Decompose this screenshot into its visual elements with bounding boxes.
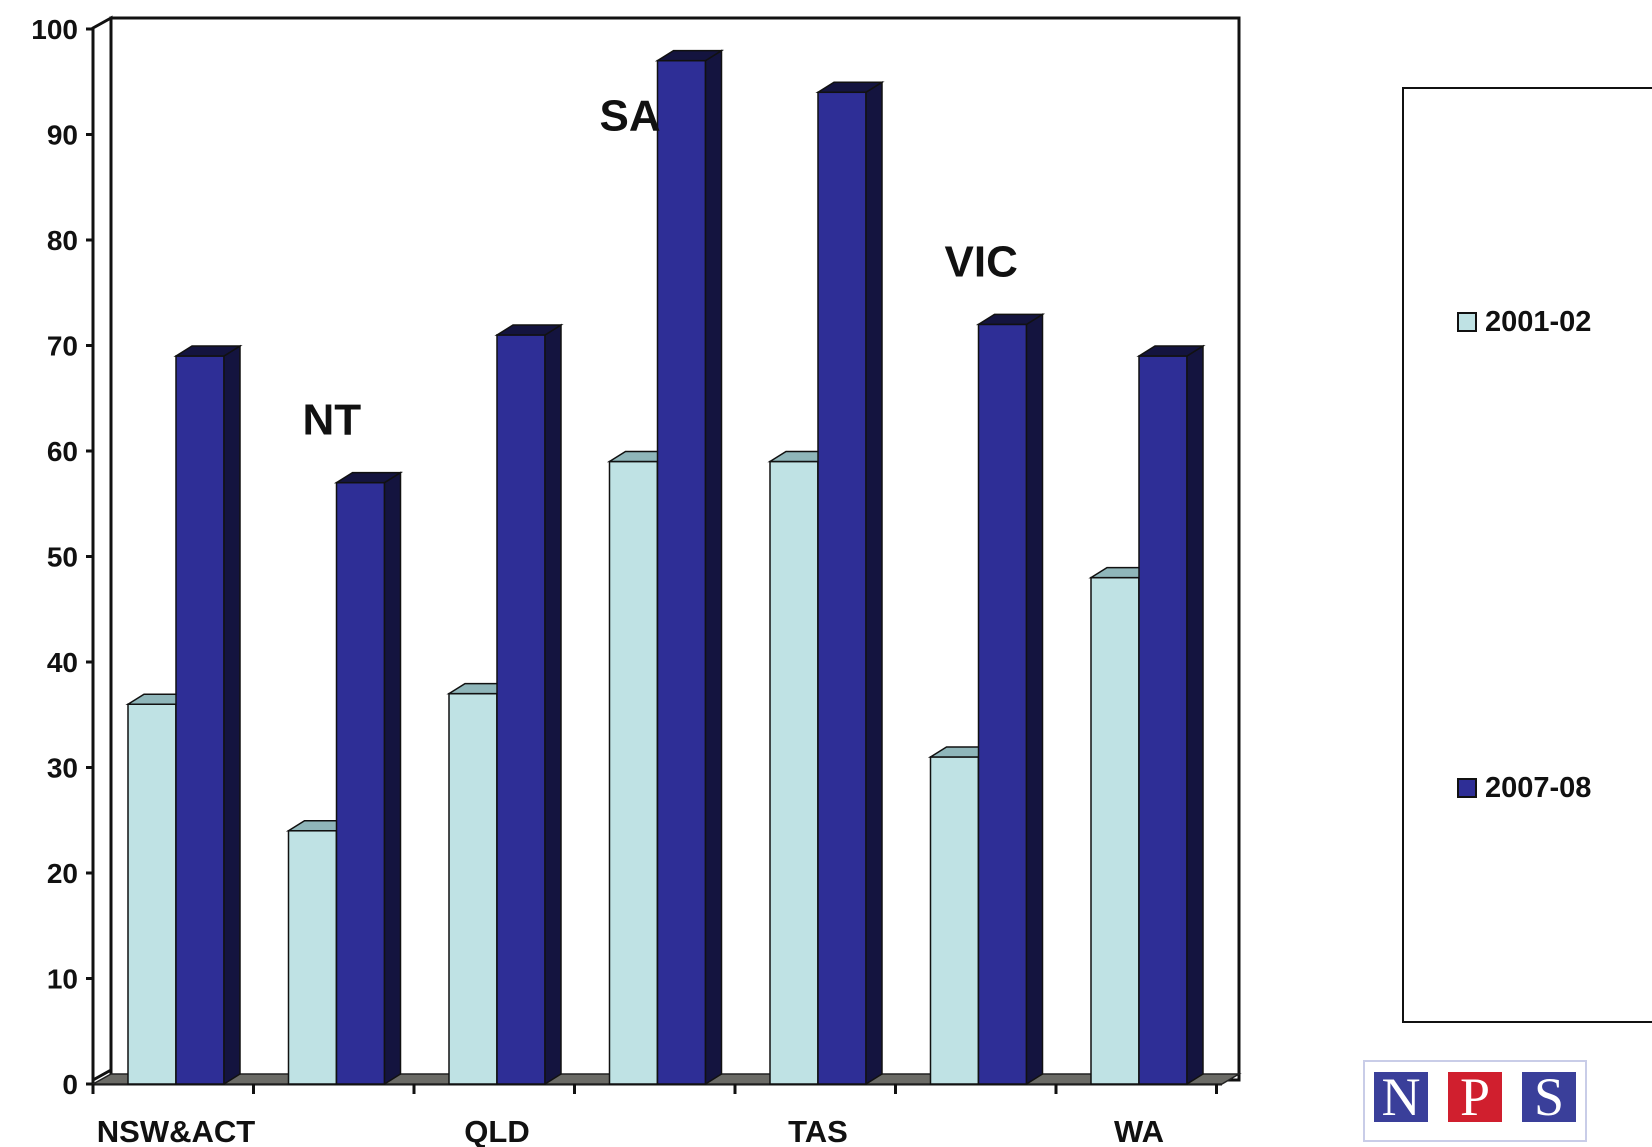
nps-logo: N P S (1365, 1062, 1585, 1140)
category-label-nt: NT (303, 396, 362, 445)
y-tick-label: 20 (47, 858, 78, 889)
bar-nsw-act-2007-08 (173, 344, 243, 1086)
y-tick-label: 60 (47, 436, 78, 467)
legend-swatch-2007-08 (1457, 778, 1477, 798)
x-tick-label-tas: TAS (788, 1114, 848, 1147)
y-tick-label: 70 (47, 331, 78, 362)
y-tick-label: 10 (47, 964, 78, 995)
legend-label-2007-08: 2007-08 (1485, 772, 1591, 804)
bar-tas-2007-08 (815, 80, 885, 1086)
y-tick-label: 40 (47, 647, 78, 678)
logo-letter-s: S (1518, 1068, 1580, 1126)
bar-vic-2007-08 (975, 313, 1046, 1086)
legend-item-2007-08: 2007-08 (1457, 772, 1591, 804)
logo-letter-p: P (1444, 1068, 1506, 1126)
y-tick-label: 90 (47, 120, 78, 151)
logo-letter-n: N (1370, 1068, 1432, 1126)
x-tick-label-qld: QLD (464, 1114, 529, 1147)
bar-sa-2007-08 (654, 49, 725, 1086)
category-label-vic: VIC (945, 237, 1018, 286)
bar-wa-2007-08 (1136, 344, 1206, 1086)
plot-side-wall (91, 15, 113, 1083)
bar-qld-2007-08 (494, 323, 564, 1086)
bar-nt-2007-08 (333, 471, 404, 1086)
y-tick-label: 50 (47, 542, 78, 573)
y-tick-label: 30 (47, 753, 78, 784)
x-tick-label-wa: WA (1114, 1114, 1164, 1147)
legend-box (1402, 87, 1652, 1023)
legend-label-2001-02: 2001-02 (1485, 306, 1591, 338)
x-tick-label-nsw-act: NSW&ACT (97, 1114, 255, 1147)
category-label-sa: SA (600, 92, 661, 141)
y-tick-label: 100 (31, 14, 78, 45)
legend-item-2001-02: 2001-02 (1457, 306, 1591, 338)
y-tick-label: 0 (62, 1069, 78, 1100)
legend-swatch-2001-02 (1457, 312, 1477, 332)
y-tick-label: 80 (47, 225, 78, 256)
